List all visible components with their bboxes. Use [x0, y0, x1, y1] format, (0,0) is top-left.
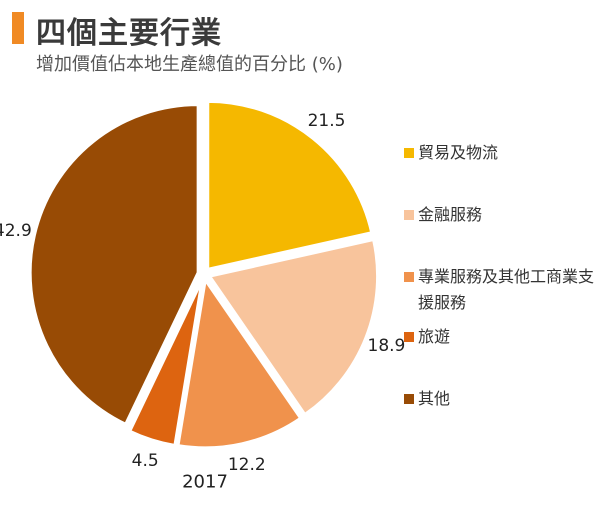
value-label: 12.2 — [227, 455, 266, 476]
legend-item-tourism: 旅遊 — [404, 324, 594, 350]
slice-trade-logistics — [206, 99, 374, 272]
legend-swatch — [404, 394, 414, 404]
slice-financial-services — [207, 237, 380, 417]
value-label: 21.5 — [307, 111, 346, 132]
legend-item-others: 其他 — [404, 386, 594, 412]
legend-swatch — [404, 272, 414, 282]
legend: 貿易及物流 金融服務 專業服務及其他工商業支援服務 旅遊 其他 — [404, 140, 594, 412]
slice-tourism — [127, 279, 204, 448]
value-label: 18.9 — [367, 335, 406, 356]
slice-others — [28, 103, 200, 427]
legend-label: 貿易及物流 — [418, 143, 499, 162]
value-label: 42.9 — [0, 220, 32, 241]
value-label: 4.5 — [131, 450, 159, 471]
chart-subtitle: 增加價值佔本地生產總值的百分比 (%) — [36, 54, 343, 75]
legend-swatch — [404, 210, 414, 220]
year-label: 2017 — [182, 471, 228, 493]
legend-item-trade-logistics: 貿易及物流 — [404, 140, 594, 166]
legend-label: 金融服務 — [418, 205, 483, 224]
title-accent-bar — [12, 12, 24, 44]
legend-label: 其他 — [418, 389, 451, 408]
legend-item-financial-services: 金融服務 — [404, 202, 594, 228]
legend-swatch — [404, 148, 414, 158]
chart-title: 四個主要行業 — [36, 16, 222, 51]
legend-item-professional-services: 專業服務及其他工商業支援服務 — [404, 264, 594, 316]
legend-swatch — [404, 332, 414, 342]
legend-label: 旅遊 — [418, 327, 451, 346]
slice-professional-services — [176, 275, 303, 450]
legend-label: 專業服務及其他工商業支援服務 — [418, 267, 595, 312]
